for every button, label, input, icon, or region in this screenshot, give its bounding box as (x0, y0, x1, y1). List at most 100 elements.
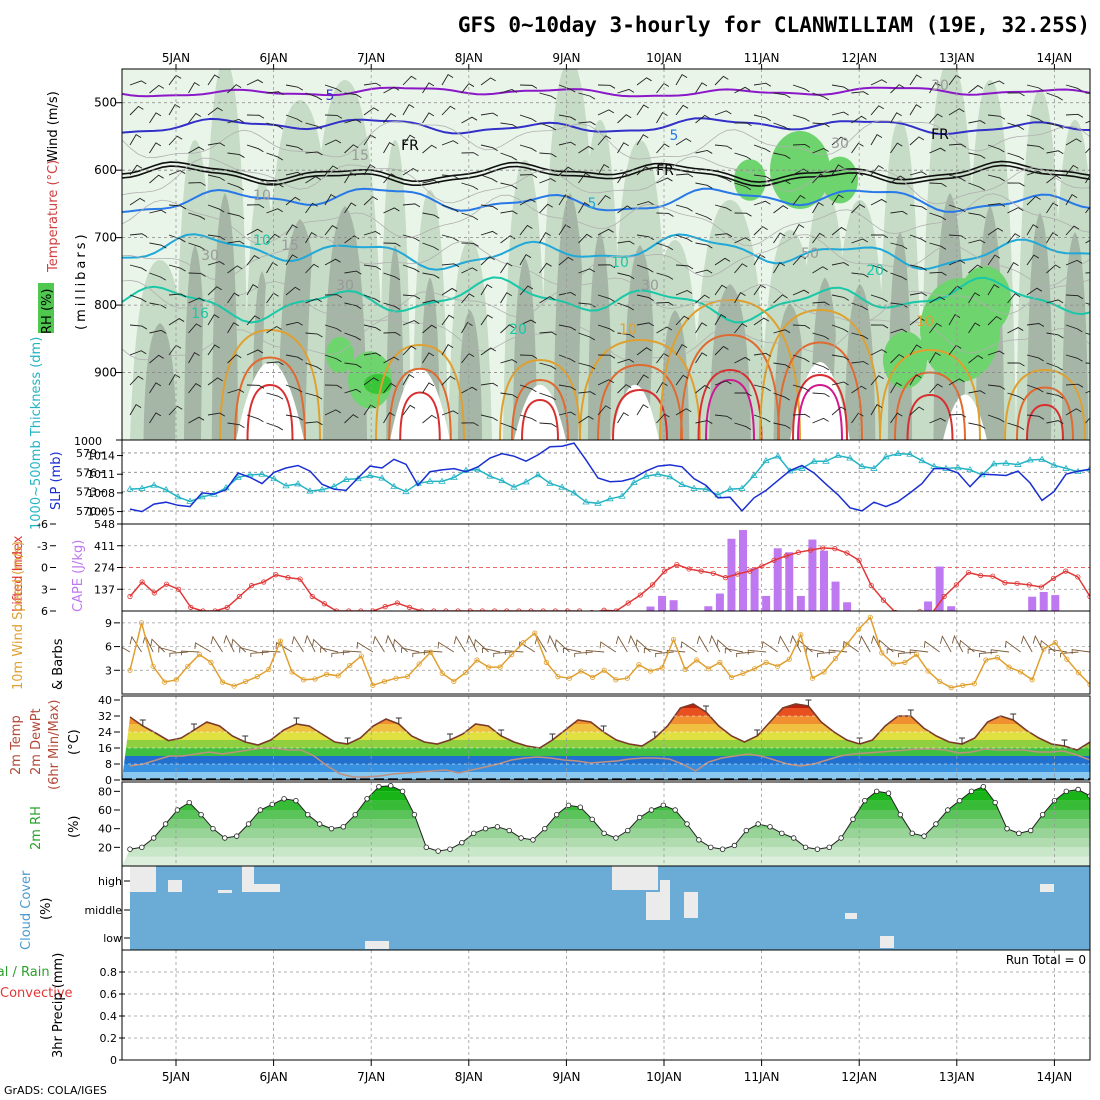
axis-tick: 24 (98, 726, 112, 739)
wind-barb (558, 256, 574, 266)
wind-barb (792, 143, 811, 148)
axis-tick: 0.6 (100, 988, 118, 1001)
wind-barb (519, 253, 532, 266)
ylabel-rh2m-unit: (%) (67, 816, 82, 839)
wind-barb (188, 112, 202, 124)
wind-barb (656, 242, 674, 251)
cloud-gap (168, 880, 182, 892)
wind-barb (1007, 233, 1021, 244)
thickness-line-marker (510, 483, 518, 490)
axis-tick: 3 (41, 583, 48, 596)
pressure-tick: 900 (94, 366, 117, 380)
wind-barb (149, 209, 167, 214)
wind-barb (129, 294, 147, 303)
wind-barb (695, 182, 713, 189)
lifted-index-marker (1075, 574, 1081, 580)
wind-barb (617, 302, 635, 311)
wind-barb (422, 179, 440, 184)
wind10-barb (466, 634, 478, 653)
wind-barb (441, 204, 459, 213)
rh2m-marker (364, 796, 370, 802)
rh2m-marker (553, 811, 560, 818)
wind-barb (363, 134, 376, 146)
wind-barb (929, 322, 942, 334)
wind-barb (948, 413, 967, 418)
lifted-index-marker (188, 604, 194, 610)
wind-barb (812, 417, 829, 424)
wind-barb (968, 322, 981, 334)
cape-bar (935, 566, 944, 611)
wind-barb (383, 332, 401, 336)
wind-barb (695, 294, 710, 304)
wind-barb (558, 291, 576, 296)
temp-band (122, 764, 1090, 772)
warm-contour (777, 341, 863, 440)
wind-barb (363, 294, 381, 303)
wind10-barb (1039, 639, 1056, 653)
lifted-index-marker (285, 575, 291, 581)
wind-barb (812, 392, 830, 398)
wind-barb (1065, 259, 1083, 266)
wind-barb (714, 144, 733, 150)
rh2m-marker (423, 844, 429, 851)
wind10-barb (194, 642, 212, 653)
wind10-barb (385, 634, 397, 653)
lifted-index-marker (747, 568, 753, 574)
wind10-line-marker (138, 620, 145, 626)
thickness-line-marker (654, 470, 662, 477)
wind-barb (285, 414, 304, 421)
rh2m-marker (162, 821, 169, 827)
wind-barb (870, 324, 889, 329)
wind10-line-marker (162, 679, 168, 685)
wind-barb (1007, 392, 1025, 401)
wind-barb (539, 331, 557, 336)
thickness-line-marker (378, 474, 386, 481)
wind-barb (539, 392, 557, 401)
wind-barb (734, 291, 746, 304)
wind-barb (1085, 302, 1090, 305)
lifted-index-marker (953, 582, 959, 588)
wind-barb (734, 182, 752, 191)
wind-barb (1007, 92, 1025, 97)
wind-barb (1085, 206, 1090, 214)
wind-barb (422, 144, 437, 154)
wind10-barb (453, 635, 466, 653)
wind10-barb (423, 650, 443, 655)
wind-barb (792, 114, 810, 122)
wind-barb (734, 212, 752, 217)
lifted-index-marker (1063, 568, 1069, 574)
slp-line (129, 442, 1090, 513)
wind-barb (305, 421, 323, 426)
ylabel-cloud-unit: (%) (39, 898, 54, 921)
rh2m-marker (897, 811, 904, 818)
lifted-index-marker (637, 592, 643, 598)
wind-barb (675, 264, 694, 270)
wind-barb (753, 174, 772, 180)
wind-barb (909, 406, 925, 416)
cloud-gap (612, 866, 658, 890)
wind-barb (285, 144, 304, 151)
wind-barb (441, 234, 459, 242)
wind-barb (227, 422, 245, 429)
wind-barb (246, 228, 263, 236)
wind-barb (929, 212, 947, 221)
rh2m-marker (198, 811, 204, 818)
rh2m-marker (305, 811, 311, 818)
wind10-line-marker (173, 677, 179, 683)
wind10-line-marker (219, 679, 226, 685)
wind-barb (714, 257, 731, 266)
rh-moist-area (734, 159, 766, 201)
wind-barb (831, 84, 850, 91)
wind-barb (558, 354, 576, 363)
wind-barb (870, 349, 887, 356)
ylabel-dewpt: 2m DewPt (29, 708, 44, 775)
wind-barb (266, 208, 283, 214)
contour-label: 50 (801, 246, 819, 262)
cape-bar (704, 606, 713, 611)
wind-barb (168, 234, 186, 243)
contour-label: 15 (281, 238, 299, 254)
wind10-line-marker (485, 664, 492, 670)
wind-barb (636, 322, 655, 327)
wind10-line-marker (1075, 670, 1082, 676)
lifted-index-marker (734, 571, 741, 577)
